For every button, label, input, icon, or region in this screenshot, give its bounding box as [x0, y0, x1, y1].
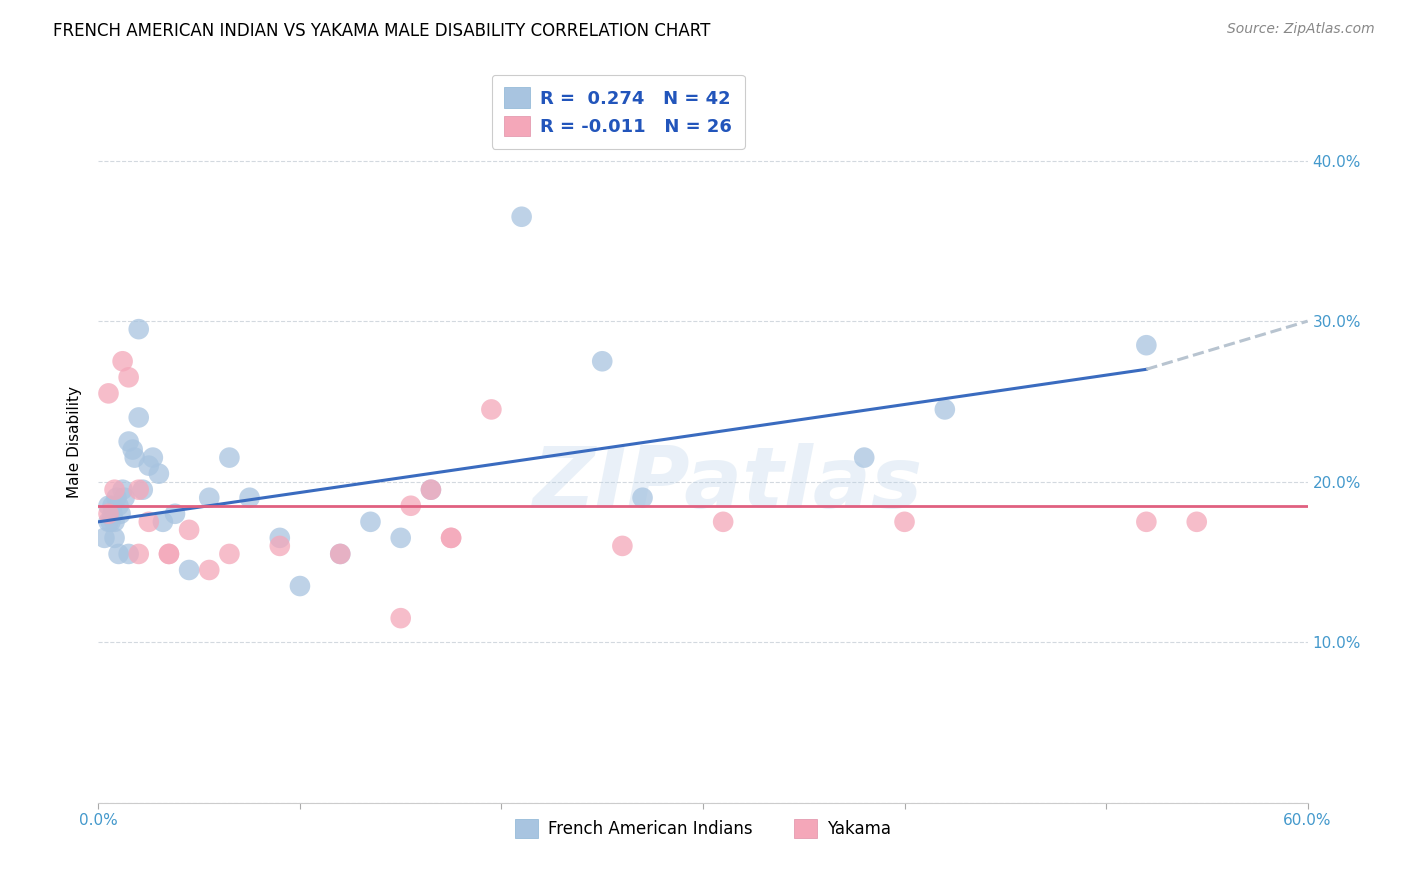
- Point: [152, 515, 174, 529]
- Point: [198, 563, 221, 577]
- Point: [105, 491, 128, 505]
- Point: [103, 515, 125, 529]
- Point: [218, 547, 240, 561]
- Point: [711, 515, 734, 529]
- Point: [360, 515, 382, 529]
- Point: [107, 499, 129, 513]
- Point: [118, 370, 141, 384]
- Point: [440, 531, 463, 545]
- Point: [591, 354, 613, 368]
- Point: [100, 515, 122, 529]
- Point: [114, 491, 136, 505]
- Point: [198, 491, 221, 505]
- Point: [1135, 338, 1157, 352]
- Point: [269, 531, 291, 545]
- Point: [138, 515, 160, 529]
- Point: [97, 386, 120, 401]
- Point: [853, 450, 876, 465]
- Point: [329, 547, 352, 561]
- Point: [111, 483, 134, 497]
- Point: [103, 531, 125, 545]
- Point: [1135, 515, 1157, 529]
- Point: [1185, 515, 1208, 529]
- Point: [110, 507, 132, 521]
- Point: [124, 450, 146, 465]
- Point: [101, 499, 124, 513]
- Point: [118, 547, 141, 561]
- Point: [389, 611, 412, 625]
- Point: [121, 442, 143, 457]
- Point: [481, 402, 503, 417]
- Point: [111, 354, 134, 368]
- Point: [128, 322, 150, 336]
- Point: [399, 499, 422, 513]
- Point: [148, 467, 170, 481]
- Point: [389, 531, 412, 545]
- Point: [118, 434, 141, 449]
- Point: [97, 515, 120, 529]
- Text: ZIPatlas: ZIPatlas: [531, 443, 922, 526]
- Point: [101, 507, 124, 521]
- Point: [157, 547, 180, 561]
- Point: [179, 563, 201, 577]
- Point: [269, 539, 291, 553]
- Point: [510, 210, 533, 224]
- Point: [97, 507, 120, 521]
- Point: [128, 483, 150, 497]
- Point: [420, 483, 443, 497]
- Point: [163, 507, 186, 521]
- Point: [612, 539, 634, 553]
- Point: [631, 491, 654, 505]
- Point: [97, 499, 120, 513]
- Point: [179, 523, 201, 537]
- Point: [157, 547, 180, 561]
- Point: [420, 483, 443, 497]
- Point: [93, 531, 115, 545]
- Point: [239, 491, 262, 505]
- Y-axis label: Male Disability: Male Disability: [67, 385, 83, 498]
- Point: [893, 515, 915, 529]
- Point: [142, 450, 165, 465]
- Legend: French American Indians, Yakama: French American Indians, Yakama: [508, 813, 898, 845]
- Point: [218, 450, 240, 465]
- Point: [138, 458, 160, 473]
- Point: [128, 547, 150, 561]
- Point: [440, 531, 463, 545]
- Point: [103, 483, 125, 497]
- Point: [128, 410, 150, 425]
- Text: FRENCH AMERICAN INDIAN VS YAKAMA MALE DISABILITY CORRELATION CHART: FRENCH AMERICAN INDIAN VS YAKAMA MALE DI…: [53, 22, 711, 40]
- Point: [132, 483, 155, 497]
- Point: [107, 547, 129, 561]
- Text: Source: ZipAtlas.com: Source: ZipAtlas.com: [1227, 22, 1375, 37]
- Point: [288, 579, 311, 593]
- Point: [329, 547, 352, 561]
- Point: [934, 402, 956, 417]
